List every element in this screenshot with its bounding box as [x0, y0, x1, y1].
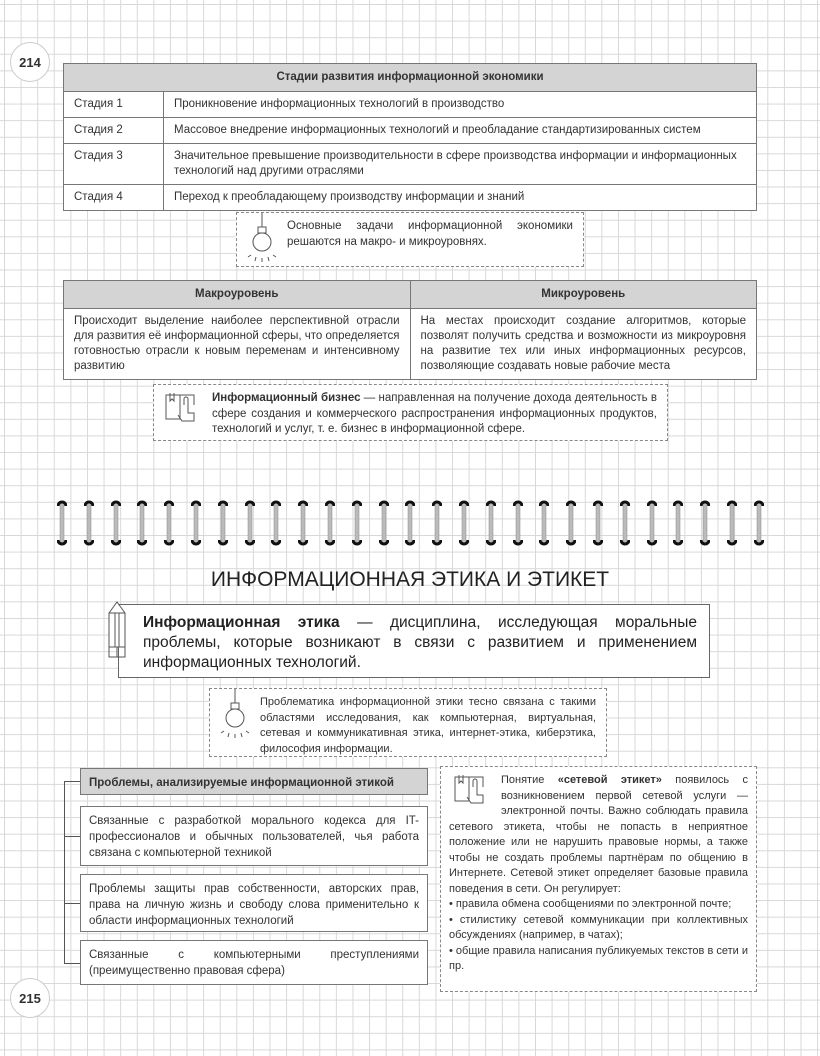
section-title: ИНФОРМАЦИОННАЯ ЭТИКА И ЭТИКЕТ: [210, 568, 610, 591]
spiral-ring: [538, 497, 550, 547]
spiral-ring: [56, 497, 68, 547]
spiral-ring: [485, 497, 497, 547]
connector: [64, 836, 80, 837]
intro-text: Понятие: [501, 774, 558, 786]
spiral-ring: [110, 497, 122, 547]
table-row: Стадия 3 Значительное превышение производ…: [63, 143, 757, 185]
stage-text: Значительное превышение производительнос…: [163, 143, 757, 185]
spiral-ring: [83, 497, 95, 547]
spiral-ring: [699, 497, 711, 547]
header-macro: Макроуровень: [63, 280, 411, 309]
stage-label: Стадия 4: [63, 184, 164, 211]
spiral-ring: [324, 497, 336, 547]
note-ethics-areas: Проблематика информационной этики тесно …: [209, 688, 607, 757]
problem-item: Связанные с компьютерными преступлениями…: [80, 940, 428, 985]
note-info-business: Информационный бизнес — направленная на …: [153, 384, 668, 441]
stage-label: Стадия 2: [63, 117, 164, 144]
spiral-ring: [726, 497, 738, 547]
lightbulb-icon: [247, 213, 277, 262]
spiral-ring: [458, 497, 470, 547]
spiral-ring: [512, 497, 524, 547]
spiral-ring: [619, 497, 631, 547]
problems-title: Проблемы, анализируемые информационной э…: [80, 768, 428, 795]
spiral-ring: [565, 497, 577, 547]
spiral-ring: [190, 497, 202, 547]
header-micro: Микроуровень: [409, 280, 757, 309]
table-row: Происходит выделение наиболее перспектив…: [63, 308, 757, 380]
spiral-ring: [163, 497, 175, 547]
spiral-ring: [592, 497, 604, 547]
stages-table-title: Стадии развития информационной экономики: [63, 63, 757, 92]
note-text: Основные задачи информационной экономики…: [287, 220, 573, 248]
stage-text: Проникновение информационных технологий …: [163, 91, 757, 118]
stage-text: Переход к преобладающему производству ин…: [163, 184, 757, 211]
problem-item: Связанные с разработкой морального кодек…: [80, 806, 428, 866]
spiral-ring: [351, 497, 363, 547]
stages-table: Стадии развития информационной экономики…: [63, 63, 757, 211]
spiral-ring: [431, 497, 443, 547]
term: Информационная этика: [143, 614, 340, 631]
spiral-ring: [404, 497, 416, 547]
bullet-item: • правила обмена сообщениями по электрон…: [449, 898, 732, 910]
book-hand-icon: [165, 393, 195, 422]
note-text: Проблематика информационной этики тесно …: [260, 696, 596, 755]
page-number-bottom: 215: [10, 978, 50, 1018]
micro-text: На местах происходит создание алгоритмов…: [409, 308, 757, 380]
spiral-ring: [753, 497, 765, 547]
spiral-ring: [244, 497, 256, 547]
bullet-item: • общие правила написания публикуемых те…: [449, 944, 748, 973]
bullet-item: • стилистику сетевой коммуникации при ко…: [449, 913, 748, 942]
body-text: появилось с возникновением первой сетево…: [449, 774, 748, 895]
stage-label: Стадия 1: [63, 91, 164, 118]
macro-text: Происходит выделение наиболее перспектив…: [63, 308, 411, 380]
pencil-icon: [108, 601, 126, 658]
table-row: Стадия 4 Переход к преобладающему произво…: [63, 184, 757, 211]
stage-label: Стадия 3: [63, 143, 164, 185]
definition-box: Информационная этика — дисциплина, иссле…: [118, 604, 710, 678]
lightbulb-icon: [220, 689, 250, 738]
table-row: Стадия 1 Проникновение информационных тех…: [63, 91, 757, 118]
netiquette-note: Понятие «сетевой этикет» появилось с воз…: [440, 766, 757, 992]
term: Информационный бизнес: [212, 392, 361, 404]
spiral-ring: [378, 497, 390, 547]
term: «сетевой этикет»: [557, 774, 662, 786]
spiral-ring: [270, 497, 282, 547]
problem-item: Проблемы защиты прав собственности, авто…: [80, 874, 428, 932]
spiral-ring: [297, 497, 309, 547]
connector: [64, 903, 80, 904]
spiral-ring: [646, 497, 658, 547]
note-macro-micro: Основные задачи информационной экономики…: [236, 212, 584, 267]
spiral-ring: [136, 497, 148, 547]
book-hand-icon: [454, 775, 484, 804]
bracket-line: [64, 781, 80, 964]
page-number-top: 214: [10, 42, 50, 82]
spiral-ring: [217, 497, 229, 547]
definition-text: — дисциплина, исследующая моральные проб…: [143, 614, 697, 671]
stage-text: Массовое внедрение информационных технол…: [163, 117, 757, 144]
spiral-ring: [672, 497, 684, 547]
table-row: Стадия 2 Массовое внедрение информационны…: [63, 117, 757, 144]
definition-text: — направленная на получение дохода деяте…: [212, 392, 657, 435]
levels-table: Макроуровень Микроуровень Происходит выде…: [63, 280, 757, 380]
